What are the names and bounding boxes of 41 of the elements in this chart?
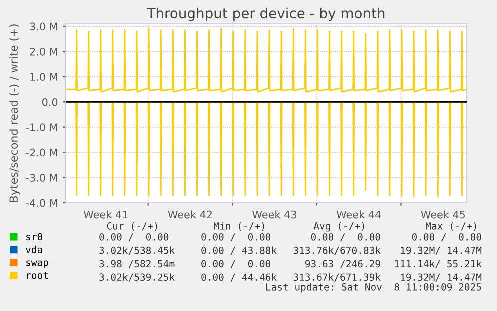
y-tick-label: 3.0 M [30,22,58,31]
x-tick-label: Week 42 [168,210,212,219]
x-tick-label: Week 41 [84,210,128,219]
text: Avg (-/+) [314,222,364,232]
y-tick-label: 1.0 M [30,73,58,82]
text: 0.00 / 0.00 [412,233,482,242]
text: 0.00 / 0.00 [311,233,380,242]
text: 3.02k/539.25k [100,274,175,282]
text: 313.76k/670.83k [294,246,381,256]
text: 111.14k/ 55.21k [395,260,482,268]
text: 3.98 /582.54m [100,260,175,268]
y-tick-label: 0.0 [42,98,58,106]
chart-title: Throughput per device - by month [147,8,385,22]
text: 0.00 / 43.88k [202,246,277,256]
y-tick-label: -4.0 M [26,199,58,208]
y-tick-label: 2.0 M [30,48,58,56]
legend-label: swap [26,260,48,268]
y-axis-title: Bytes/second read (-) / write (+) [9,24,20,202]
text: 313.67k/671.39k [294,274,381,282]
x-tick-label: Week 43 [252,210,296,219]
text: 19.32M/ 14.47M [401,246,482,256]
text: 3.02k/538.45k [100,246,175,256]
text: Max (-/+) [426,222,476,231]
text: Min (-/+) [214,222,264,231]
y-tick-label: -1.0 M [26,124,58,132]
x-tick-label: Week 44 [336,210,382,219]
text: 0.00 / 0.00 [100,233,169,242]
y-tick-label: -3.0 M [26,174,58,182]
legend-label: sr0 [26,233,42,241]
text: Last update: Sat Nov 8 11:00:09 2025 [266,283,482,293]
text: 0.00 / 0.00 [202,260,271,268]
legend-label: root [27,272,48,280]
text: 93.63 /246.29 [306,260,380,268]
y-tick-label: -2.0 M [26,148,58,157]
text: 0.00 / 0.00 [202,233,271,242]
text: 19.32M/ 14.47M [401,274,482,282]
line-series [66,28,467,93]
text: Cur (-/+) [107,222,158,231]
legend-label: vda [26,246,42,254]
x-tick-label: Week 45 [421,210,466,219]
text: 0.00 / 44.46k [202,274,277,282]
